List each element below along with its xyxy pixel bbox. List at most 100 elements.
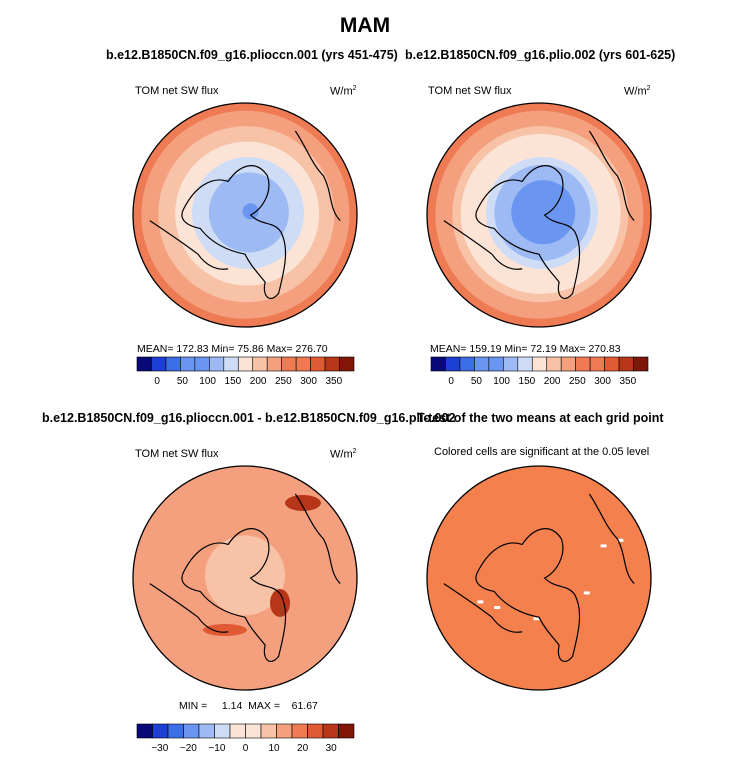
colorbar-cell [324, 356, 340, 372]
colorbar-cell [503, 356, 519, 372]
colorbar-cell [474, 356, 490, 372]
panel3-title: b.e12.B1850CN.f09_g16.plioccn.001 - b.e1… [42, 411, 456, 425]
coastline [588, 493, 635, 585]
colorbar-cell [194, 356, 210, 372]
coastline [588, 130, 635, 222]
colorbar-tick-label: 50 [177, 376, 189, 387]
colorbar-cell [214, 723, 231, 739]
ttest-insignificant-cell [617, 538, 624, 542]
colorbar-cell [459, 356, 475, 372]
colorbar-tick-label: 200 [250, 376, 267, 387]
colorbar-cell [165, 356, 181, 372]
colorbar-cell [546, 356, 562, 372]
colorbar-tick-label: 200 [544, 376, 561, 387]
panel2-title: b.e12.B1850CN.f09_g16.plio.002 (yrs 601-… [405, 48, 676, 62]
colorbar-cell [560, 356, 576, 372]
colorbar-cell [604, 356, 620, 372]
map-field-1 [133, 103, 357, 327]
colorbar-panel2: 0 50 100 150 200 250 300 350 [430, 356, 649, 387]
coastline [149, 220, 229, 270]
coastline [181, 165, 287, 299]
map-panel-4 [426, 465, 652, 691]
map-field-4 [427, 466, 651, 690]
colorbar-cell [633, 356, 649, 372]
field-contour-band [536, 203, 553, 220]
map-field-2 [427, 103, 651, 327]
colorbar-cell [245, 723, 262, 739]
figure-title: MAM [339, 14, 391, 37]
colorbar-cell [260, 723, 277, 739]
colorbar-cell [276, 723, 293, 739]
colorbar-cell [291, 723, 308, 739]
coastline [294, 493, 341, 585]
panel4-subtitle: Colored cells are significant at the 0.0… [434, 446, 650, 458]
colorbar-cell [167, 723, 184, 739]
colorbar-tick-label: 250 [569, 376, 586, 387]
colorbar-cell [307, 723, 324, 739]
coastline [181, 528, 287, 662]
colorbar-tick-label: −30 [151, 743, 168, 754]
colorbar-cell [430, 356, 446, 372]
ttest-insignificant-cell [600, 544, 607, 548]
coastline [475, 165, 581, 299]
panel3-stats: MIN = 1.14 MAX = 61.67 [179, 700, 318, 712]
colorbar-cell [445, 356, 461, 372]
colorbar-tick-label: 50 [471, 376, 483, 387]
colorbar-cell [136, 356, 152, 372]
colorbar-tick-label: 250 [275, 376, 292, 387]
colorbar-cell [252, 356, 268, 372]
colorbar-cell [339, 356, 355, 372]
colorbar-tick-label: 150 [519, 376, 536, 387]
colorbar-cell [589, 356, 605, 372]
map-field-3 [133, 466, 357, 690]
colorbar-cell [575, 356, 591, 372]
map-boundary [132, 465, 358, 691]
colorbar-cell [618, 356, 634, 372]
colorbar-panel1: 0 50 100 150 200 250 300 350 [136, 356, 355, 387]
map-boundary [426, 102, 652, 328]
colorbar-panel3: −30 −20 −10 0 10 20 30 [136, 723, 355, 754]
colorbar-tick-label: 300 [594, 376, 611, 387]
colorbar-tick-label: 20 [297, 743, 309, 754]
panel1-units: W/m2 [330, 85, 357, 98]
colorbar-tick-label: 150 [225, 376, 242, 387]
colorbar-tick-label: 30 [326, 743, 338, 754]
colorbar-cell [295, 356, 311, 372]
colorbar-cell [183, 723, 200, 739]
colorbar-cell [517, 356, 533, 372]
colorbar-cell [136, 723, 153, 739]
colorbar-tick-label: 0 [243, 743, 249, 754]
map-boundary [132, 102, 358, 328]
colorbar-cell [237, 356, 254, 372]
colorbar-cell [209, 356, 225, 372]
colorbar-cell [180, 356, 196, 372]
colorbar-cell [266, 356, 282, 372]
colorbar-cell [531, 356, 548, 372]
colorbar-cell [322, 723, 339, 739]
ttest-insignificant-cell [494, 606, 501, 609]
coastline [443, 220, 523, 270]
field-contour-band [242, 203, 259, 220]
colorbar-tick-label: 0 [154, 376, 160, 387]
colorbar-tick-label: 350 [325, 376, 342, 387]
panel1-stats: MEAN= 172.83 Min= 75.86 Max= 276.70 [137, 343, 328, 355]
coastline [149, 583, 229, 633]
colorbar-tick-label: 10 [268, 743, 280, 754]
map-boundary [426, 465, 652, 691]
colorbar-cell [338, 723, 355, 739]
diff-high-region [203, 624, 247, 636]
colorbar-cell [229, 723, 246, 739]
colorbar-cell [198, 723, 215, 739]
ttest-insignificant-cell [533, 617, 540, 621]
panel3-variable: TOM net SW flux [135, 448, 219, 460]
map-panel-2 [426, 102, 652, 328]
map-panel-1 [132, 102, 358, 328]
map-panel-3 [132, 465, 358, 691]
field-contour-band [237, 566, 253, 583]
colorbar-cell [151, 356, 167, 372]
colorbar-cell [281, 356, 297, 372]
diff-maximum-region [285, 495, 321, 511]
ttest-insignificant-cell [583, 591, 590, 595]
colorbar-tick-label: 350 [619, 376, 636, 387]
